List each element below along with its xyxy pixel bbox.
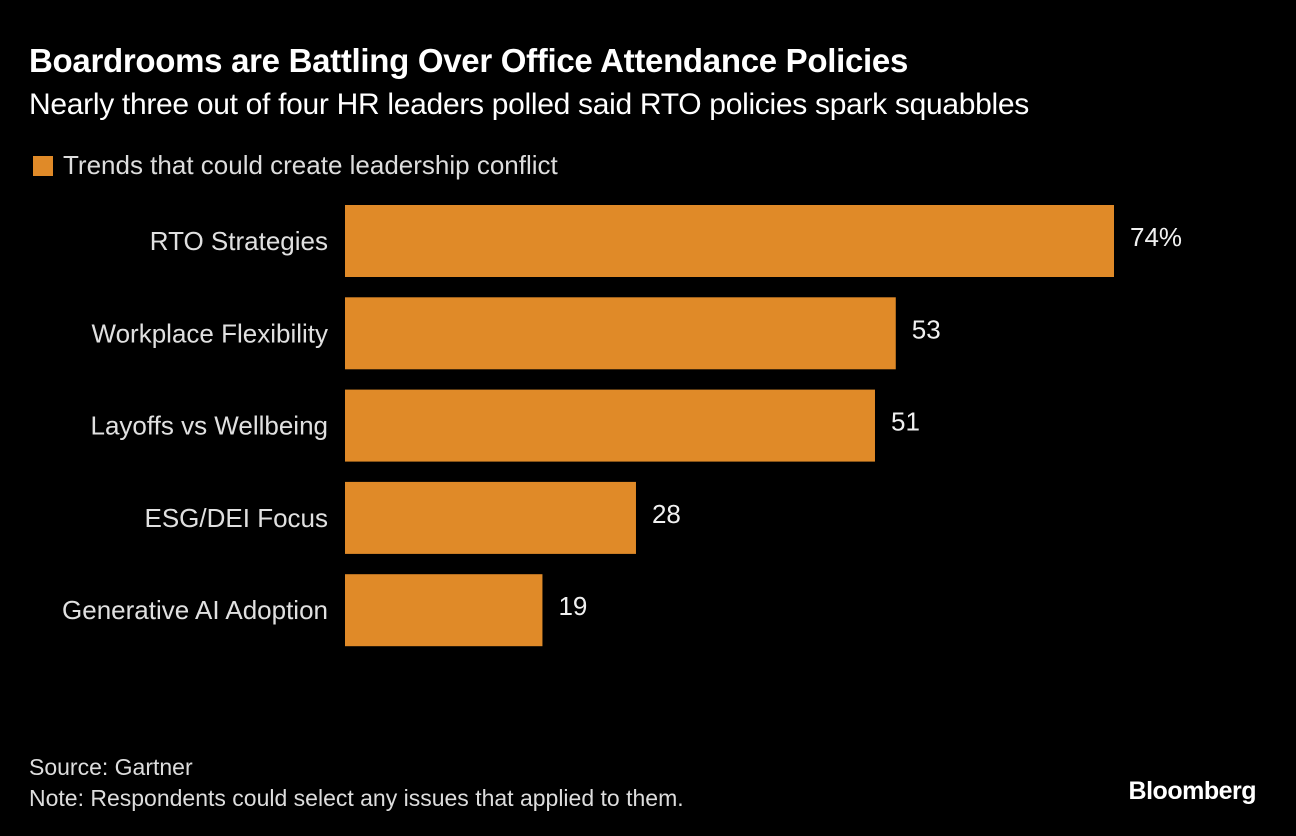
data-label: 28 (652, 499, 681, 529)
chart-subtitle: Nearly three out of four HR leaders poll… (29, 88, 1029, 121)
bar (345, 205, 1114, 277)
category-label: ESG/DEI Focus (145, 503, 329, 533)
bar (345, 297, 896, 370)
legend-label: Trends that could create leadership conf… (63, 150, 558, 180)
bar (345, 574, 543, 647)
data-label: 51 (891, 407, 920, 437)
bar (345, 389, 875, 462)
legend-swatch (33, 155, 53, 176)
source-note: Source: Gartner (29, 754, 193, 780)
data-label: 53 (912, 314, 941, 344)
bloomberg-logo: Bloomberg (1128, 777, 1257, 805)
bar (345, 481, 636, 554)
data-label: 19 (558, 591, 587, 621)
category-label: RTO Strategies (150, 226, 328, 256)
legend: Trends that could create leadership conf… (33, 150, 558, 181)
category-label: Layoffs vs Wellbeing (90, 411, 328, 441)
data-label: 74% (1130, 222, 1182, 252)
category-label: Workplace Flexibility (92, 318, 328, 348)
footnote: Note: Respondents could select any issue… (29, 785, 684, 811)
category-label: Generative AI Adoption (62, 595, 328, 625)
chart-title: Boardrooms are Battling Over Office Atte… (29, 42, 909, 79)
